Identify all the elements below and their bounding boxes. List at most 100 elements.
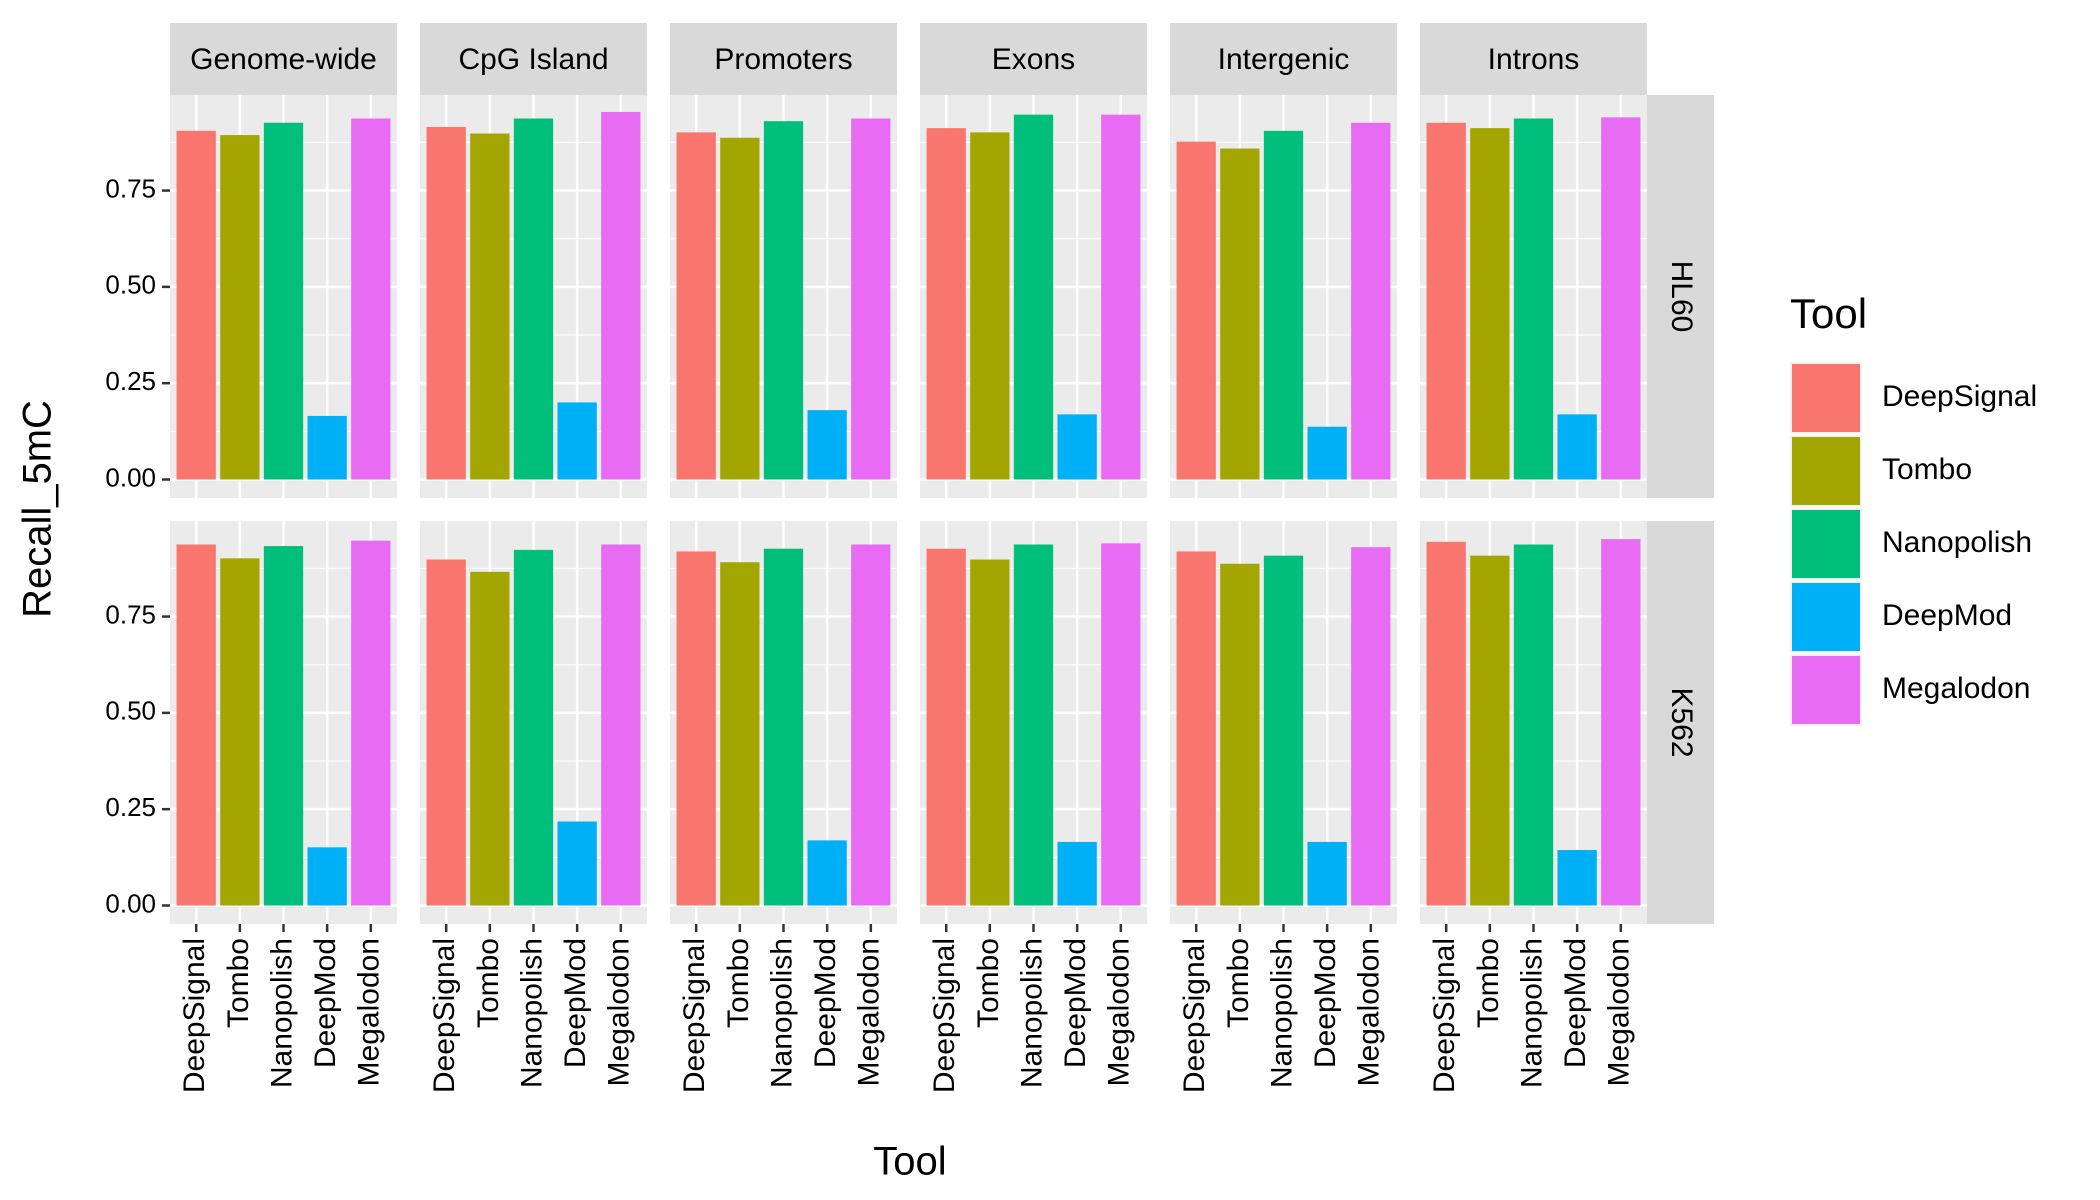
x-tick-label: Tombo bbox=[222, 938, 255, 1028]
bar bbox=[557, 821, 597, 906]
bar bbox=[1601, 117, 1641, 480]
x-tick-label: DeepSignal bbox=[1428, 938, 1461, 1093]
legend-key bbox=[1792, 364, 1860, 432]
bar bbox=[1101, 543, 1141, 906]
x-tick-label: Megalodon bbox=[1353, 938, 1386, 1086]
x-tick-label: Tombo bbox=[972, 938, 1005, 1028]
bar bbox=[720, 137, 760, 480]
legend-label: Tombo bbox=[1882, 453, 1972, 486]
y-tick-label: 0.25 bbox=[105, 792, 156, 822]
bar bbox=[263, 546, 304, 906]
bar bbox=[926, 548, 966, 906]
bar bbox=[1351, 547, 1391, 906]
bar bbox=[851, 118, 891, 480]
bar bbox=[1426, 541, 1466, 906]
legend-label: Nanopolish bbox=[1882, 526, 2032, 559]
y-tick-label: 0.50 bbox=[105, 270, 156, 300]
bar bbox=[220, 135, 260, 480]
legend-label: DeepMod bbox=[1882, 599, 2012, 632]
bar bbox=[1601, 539, 1641, 906]
bar bbox=[676, 551, 716, 906]
x-axis-title: Tool bbox=[873, 1140, 946, 1184]
bar bbox=[1057, 414, 1097, 480]
x-tick-label: DeepMod bbox=[309, 938, 342, 1068]
x-tick-label: DeepMod bbox=[1059, 938, 1092, 1068]
x-tick-label: Tombo bbox=[1222, 938, 1255, 1028]
bar bbox=[513, 118, 554, 480]
bar bbox=[1013, 544, 1054, 906]
bar bbox=[470, 571, 510, 906]
bar bbox=[557, 402, 597, 480]
x-tick-label: DeepSignal bbox=[1178, 938, 1211, 1093]
row-strip bbox=[1647, 95, 1714, 498]
bar bbox=[1263, 130, 1304, 480]
x-tick-label: DeepMod bbox=[559, 938, 592, 1068]
bar bbox=[926, 128, 966, 480]
x-tick-label: Nanopolish bbox=[765, 938, 798, 1088]
x-tick-label: Megalodon bbox=[853, 938, 886, 1086]
bar bbox=[763, 548, 804, 906]
bar bbox=[1263, 555, 1304, 906]
column-strip bbox=[920, 23, 1147, 95]
x-tick-label: DeepMod bbox=[1309, 938, 1342, 1068]
x-tick-label: Nanopolish bbox=[1015, 938, 1048, 1088]
bar bbox=[1351, 122, 1391, 480]
bar bbox=[1513, 544, 1554, 906]
bar bbox=[470, 133, 510, 480]
y-tick-label: 0.75 bbox=[105, 599, 156, 629]
bar bbox=[426, 559, 466, 906]
x-tick-label: DeepSignal bbox=[428, 938, 461, 1093]
bar bbox=[763, 121, 804, 480]
bar bbox=[807, 840, 847, 906]
column-strip bbox=[1420, 23, 1647, 95]
legend-label: DeepSignal bbox=[1882, 380, 2037, 413]
bar bbox=[1307, 426, 1347, 480]
x-tick-label: Tombo bbox=[722, 938, 755, 1028]
column-strip-label: Genome-wide bbox=[190, 43, 377, 76]
bar bbox=[220, 558, 260, 906]
row-strip bbox=[1647, 521, 1714, 924]
column-strip-label: Intergenic bbox=[1218, 43, 1350, 76]
x-tick-label: Nanopolish bbox=[265, 938, 298, 1088]
x-tick-label: DeepMod bbox=[809, 938, 842, 1068]
x-tick-label: DeepSignal bbox=[928, 938, 961, 1093]
bar bbox=[601, 111, 641, 480]
bar bbox=[1176, 551, 1216, 906]
y-tick-label: 0.25 bbox=[105, 366, 156, 396]
bar bbox=[1220, 148, 1260, 480]
bar bbox=[807, 410, 847, 480]
bar bbox=[1470, 555, 1510, 906]
x-tick-label: Nanopolish bbox=[1265, 938, 1298, 1088]
x-tick-label: Nanopolish bbox=[515, 938, 548, 1088]
column-strip bbox=[420, 23, 647, 95]
column-strip-label: Promoters bbox=[714, 43, 852, 76]
y-tick-label: 0.50 bbox=[105, 696, 156, 726]
bar bbox=[1101, 114, 1141, 480]
legend-key bbox=[1792, 583, 1860, 651]
legend-title: Tool bbox=[1790, 290, 1867, 337]
bar bbox=[1513, 118, 1554, 480]
legend-key bbox=[1792, 656, 1860, 724]
bar bbox=[307, 847, 347, 906]
bar bbox=[1557, 414, 1597, 480]
row-strip-label: HL60 bbox=[1665, 261, 1698, 333]
bar bbox=[970, 132, 1010, 480]
bar bbox=[426, 126, 466, 480]
legend-key bbox=[1792, 437, 1860, 505]
bar bbox=[176, 130, 216, 480]
x-tick-label: Megalodon bbox=[353, 938, 386, 1086]
legend-key bbox=[1792, 510, 1860, 578]
bar bbox=[351, 118, 391, 480]
bar bbox=[851, 544, 891, 906]
y-tick-label: 0.00 bbox=[105, 462, 156, 492]
bar bbox=[263, 122, 304, 480]
bar bbox=[970, 559, 1010, 906]
row-strip-label: K562 bbox=[1665, 687, 1698, 757]
y-tick-label: 0.00 bbox=[105, 888, 156, 918]
bar bbox=[351, 540, 391, 906]
x-tick-label: DeepMod bbox=[1559, 938, 1592, 1068]
bar bbox=[1220, 563, 1260, 906]
column-strip-label: Exons bbox=[992, 43, 1075, 76]
bar bbox=[601, 544, 641, 906]
